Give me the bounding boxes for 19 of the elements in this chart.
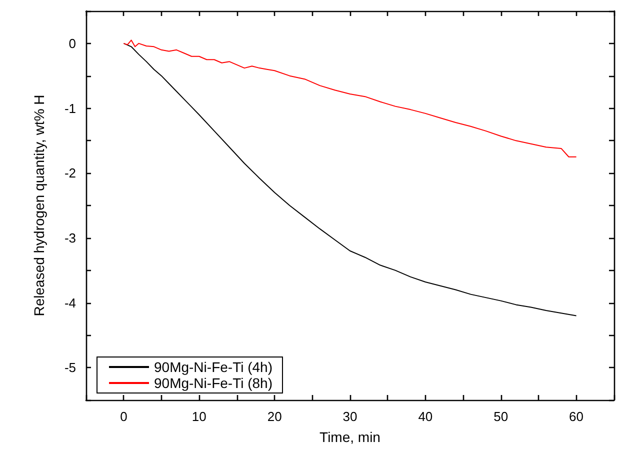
y-tick-label: -2 (64, 166, 76, 181)
y-tick-label: -4 (64, 295, 76, 310)
x-axis-title: Time, min (320, 429, 380, 445)
x-tick-label: 50 (494, 409, 508, 424)
line-series (123, 42, 577, 316)
x-tick-label: 30 (342, 409, 358, 424)
legend-label: 90Mg-Ni-Fe-Ti (8h) (154, 375, 272, 391)
y-tick-label: -3 (64, 230, 76, 246)
y-axis-title: Released hydrogen quantity, wt% H (31, 94, 47, 316)
x-tick-label: 20 (267, 409, 282, 424)
y-tick-label: -5 (64, 360, 76, 376)
y-tick-label: 0 (68, 36, 76, 51)
x-tick-label: 10 (192, 409, 206, 424)
line-series (123, 40, 577, 158)
x-tick-label: 60 (569, 409, 584, 424)
y-tick-label: -1 (64, 100, 76, 116)
legend-label: 90Mg-Ni-Fe-Ti (4h) (154, 359, 272, 375)
x-tick-label: 40 (418, 409, 433, 424)
x-tick-label: 0 (120, 409, 128, 424)
